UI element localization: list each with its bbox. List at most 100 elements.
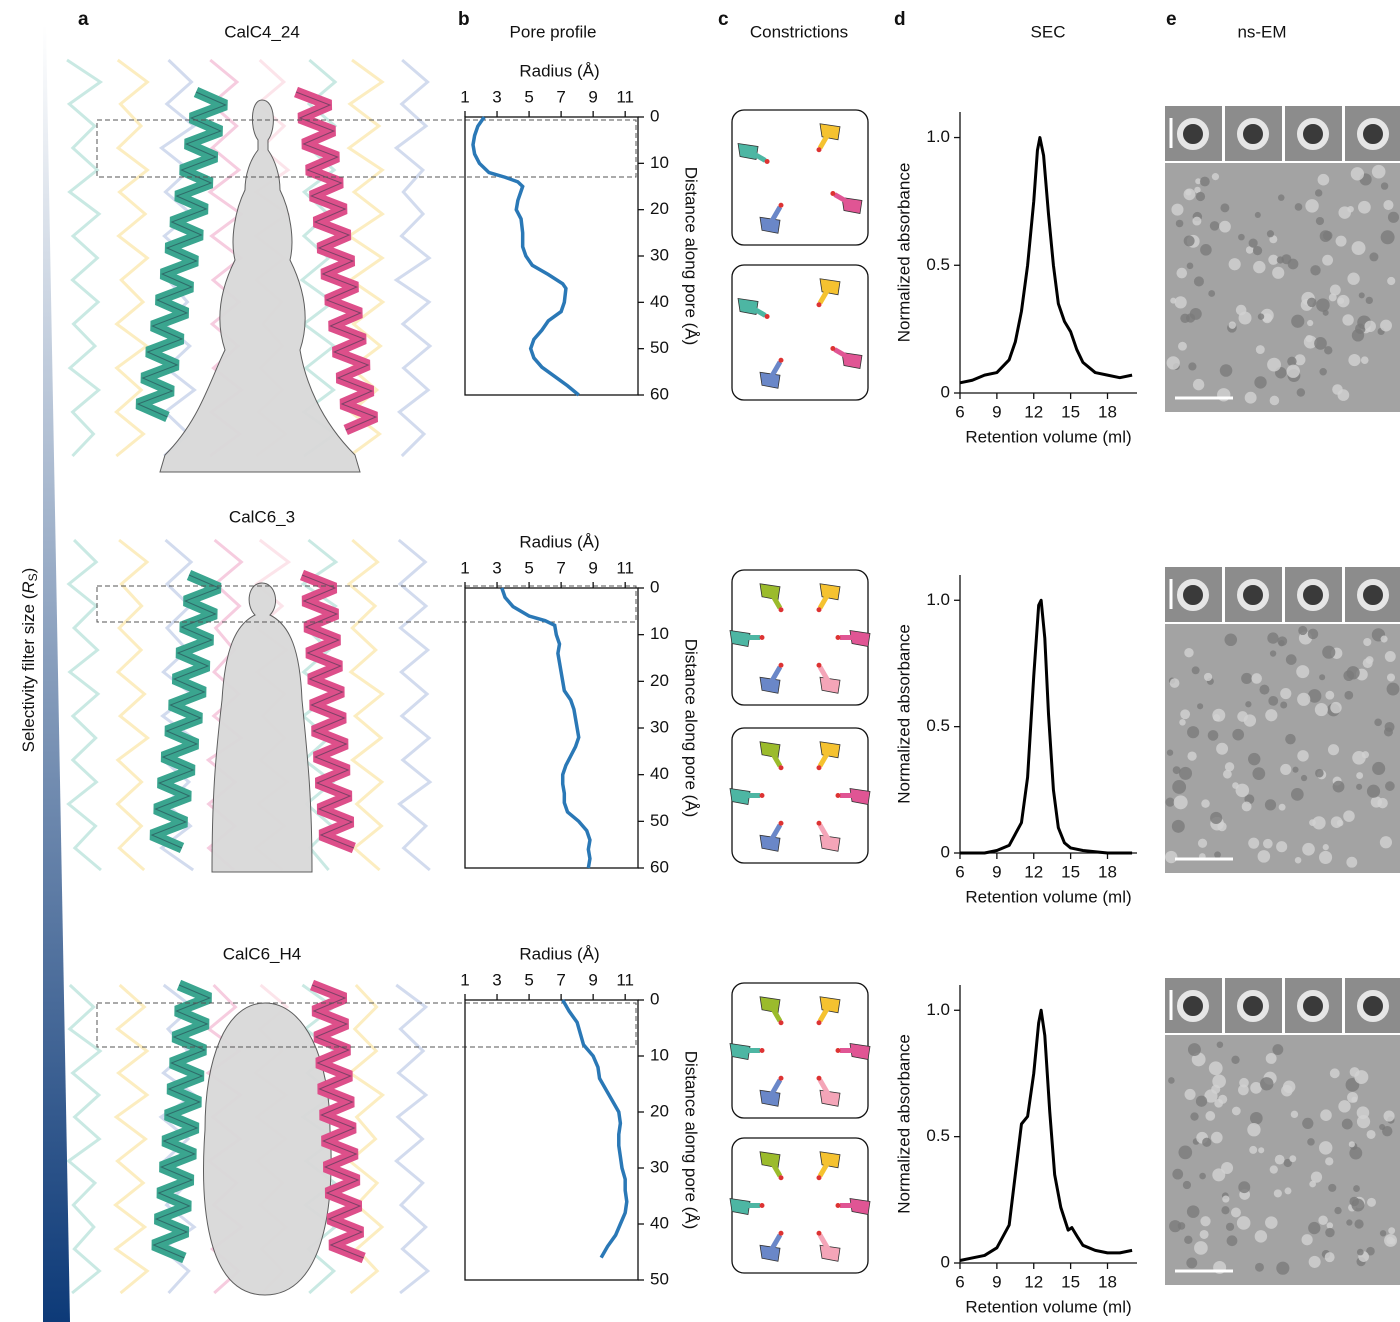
panel-label: a bbox=[78, 9, 89, 30]
em-dot bbox=[1332, 384, 1343, 395]
em-dot bbox=[1305, 335, 1312, 342]
x-tick-label: 3 bbox=[492, 87, 501, 106]
axis-title: Distance along pore (Å) bbox=[682, 1051, 701, 1230]
structure-name: CalC6_H4 bbox=[223, 944, 301, 963]
em-dot bbox=[1310, 265, 1320, 275]
y-tick-label: 0 bbox=[650, 106, 659, 125]
em-dot bbox=[1265, 799, 1276, 810]
em-dot bbox=[1247, 1123, 1260, 1136]
em-dot bbox=[1325, 1157, 1333, 1165]
em-dot bbox=[1280, 701, 1287, 708]
em-dot bbox=[1316, 217, 1324, 225]
em-dot bbox=[1236, 784, 1250, 798]
em-dot bbox=[1279, 804, 1286, 811]
atom bbox=[779, 1175, 784, 1180]
atom bbox=[817, 821, 822, 826]
em-dot bbox=[1239, 311, 1252, 324]
backbone bbox=[396, 60, 430, 456]
em-dot bbox=[1199, 1173, 1206, 1180]
x-tick-label: 12 bbox=[1024, 1272, 1043, 1291]
axis-title: Retention volume (ml) bbox=[965, 887, 1131, 906]
em-dot bbox=[1325, 1228, 1334, 1237]
em-dot bbox=[1216, 743, 1228, 755]
x-tick-label: 12 bbox=[1024, 402, 1043, 421]
em-dot bbox=[1366, 297, 1373, 304]
atom bbox=[830, 346, 835, 351]
em-dot bbox=[1330, 702, 1341, 713]
em-dot bbox=[1267, 632, 1278, 643]
atom bbox=[817, 663, 822, 668]
atom bbox=[817, 302, 822, 307]
em-dot bbox=[1231, 1208, 1241, 1218]
y-tick-label: 10 bbox=[650, 624, 669, 643]
atom bbox=[836, 793, 841, 798]
sec-trace bbox=[960, 138, 1132, 383]
em-dot bbox=[1337, 295, 1349, 307]
plot-frame bbox=[465, 117, 638, 395]
em-particle bbox=[1240, 993, 1266, 1019]
y-tick-label: 30 bbox=[650, 717, 669, 736]
panel-label: d bbox=[894, 9, 906, 30]
em-dot bbox=[1202, 1138, 1211, 1147]
em-dot bbox=[1248, 753, 1260, 765]
atom bbox=[817, 1231, 822, 1236]
em-dot bbox=[1278, 640, 1284, 646]
backbone bbox=[116, 985, 148, 1293]
backbone bbox=[69, 985, 100, 1293]
atom bbox=[779, 765, 784, 770]
em-dot bbox=[1274, 1189, 1282, 1197]
em-dot bbox=[1316, 298, 1330, 312]
pore-radius-line bbox=[502, 588, 590, 868]
em-dot bbox=[1255, 1263, 1264, 1272]
em-dot bbox=[1267, 358, 1281, 372]
panel-title: ns-EM bbox=[1237, 22, 1286, 41]
axis-title: Normalized absorbance bbox=[894, 1034, 913, 1214]
em-dot bbox=[1200, 1230, 1209, 1239]
em-dot bbox=[1165, 851, 1177, 863]
em-dot bbox=[1352, 241, 1366, 255]
em-dot bbox=[1258, 850, 1271, 863]
x-tick-label: 1 bbox=[460, 558, 469, 577]
em-dot bbox=[1260, 1077, 1273, 1090]
em-dot bbox=[1172, 780, 1186, 794]
em-dot bbox=[1374, 719, 1382, 727]
em-dot bbox=[1387, 277, 1395, 285]
em-dot bbox=[1174, 795, 1188, 809]
em-dot bbox=[1270, 1165, 1278, 1173]
em-dot bbox=[1383, 200, 1393, 210]
atom bbox=[779, 203, 784, 208]
em-dot bbox=[1358, 201, 1371, 214]
em-dot bbox=[1238, 234, 1245, 241]
em-dot bbox=[1363, 638, 1371, 646]
atom bbox=[760, 635, 765, 640]
em-dot bbox=[1188, 1043, 1201, 1056]
em-dot bbox=[1325, 691, 1334, 700]
em-dot bbox=[1333, 781, 1345, 793]
em-dot bbox=[1387, 673, 1395, 681]
em-dot bbox=[1178, 342, 1187, 351]
em-dot bbox=[1267, 230, 1274, 237]
em-dot bbox=[1265, 1216, 1278, 1229]
em-dot bbox=[1242, 802, 1252, 812]
em-dot bbox=[1171, 204, 1183, 216]
em-dot bbox=[1241, 673, 1252, 684]
x-tick-label: 11 bbox=[616, 558, 634, 577]
em-dot bbox=[1323, 231, 1332, 240]
em-dot bbox=[1388, 212, 1399, 223]
y-tick-label: 50 bbox=[650, 338, 669, 357]
atom bbox=[765, 159, 770, 164]
em-dot bbox=[1286, 654, 1297, 665]
em-dot bbox=[1220, 203, 1229, 212]
y-tick-label: 20 bbox=[650, 199, 669, 218]
em-dot bbox=[1190, 1112, 1198, 1120]
em-dot bbox=[1291, 1111, 1298, 1118]
em-dot bbox=[1196, 192, 1205, 201]
x-tick-label: 9 bbox=[588, 558, 597, 577]
y-tick-label: 1.0 bbox=[926, 1000, 950, 1019]
em-dot bbox=[1384, 1110, 1395, 1121]
em-dot bbox=[1307, 298, 1317, 308]
backbone bbox=[118, 540, 148, 870]
em-dot bbox=[1245, 392, 1257, 404]
em-dot bbox=[1283, 1081, 1295, 1093]
atom bbox=[817, 147, 822, 152]
